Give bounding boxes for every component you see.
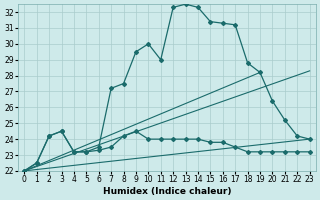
X-axis label: Humidex (Indice chaleur): Humidex (Indice chaleur) [103, 187, 231, 196]
